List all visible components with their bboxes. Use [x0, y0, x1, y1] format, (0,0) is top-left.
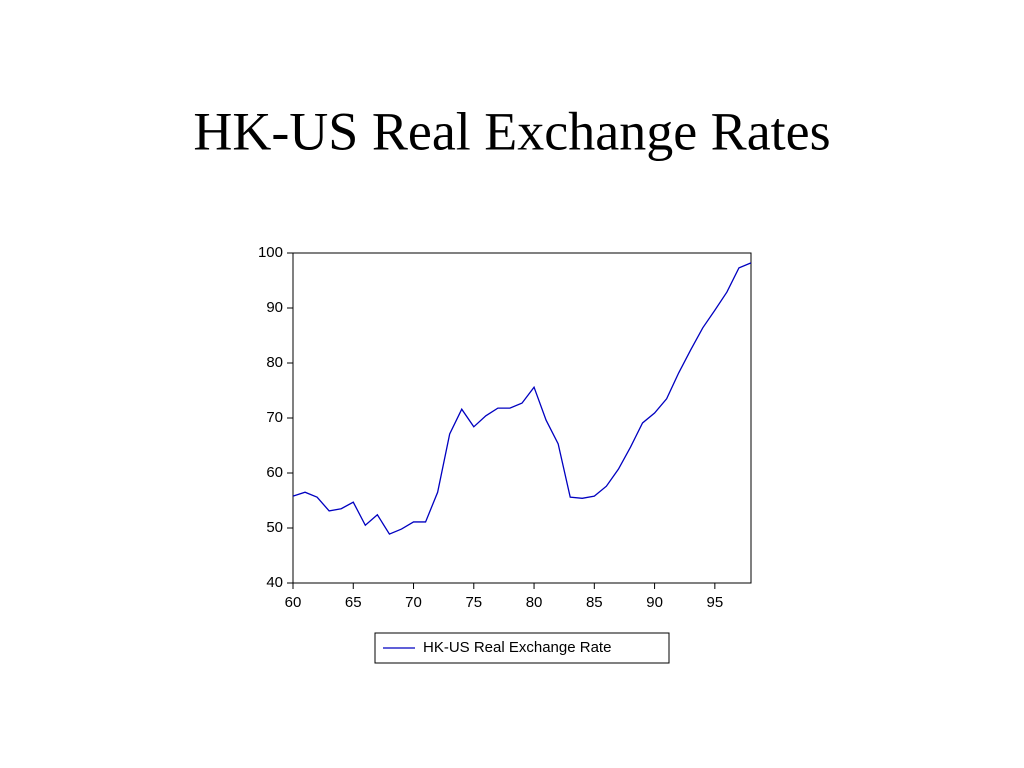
x-tick-label: 65	[345, 594, 362, 611]
plot-frame	[292, 252, 752, 584]
y-tick-label: 100	[258, 244, 283, 261]
legend-box	[374, 632, 670, 664]
data-line	[292, 262, 752, 535]
y-tick-label: 60	[266, 464, 283, 481]
y-tick-label: 80	[266, 354, 283, 371]
y-tick-label: 40	[266, 574, 283, 591]
chart-title: HK-US Real Exchange Rates	[193, 101, 830, 161]
y-tick-label: 90	[266, 299, 283, 316]
x-tick-label: 85	[586, 594, 603, 611]
x-tick-label: 90	[646, 594, 663, 611]
y-tick-label: 50	[266, 519, 283, 536]
x-tick-label: 95	[706, 594, 723, 611]
x-tick-label: 75	[465, 594, 482, 611]
x-tick-label: 60	[285, 594, 302, 611]
y-tick-label: 70	[266, 409, 283, 426]
legend-label: HK-US Real Exchange Rate	[423, 639, 611, 656]
x-tick-label: 80	[526, 594, 543, 611]
x-tick-label: 70	[405, 594, 422, 611]
